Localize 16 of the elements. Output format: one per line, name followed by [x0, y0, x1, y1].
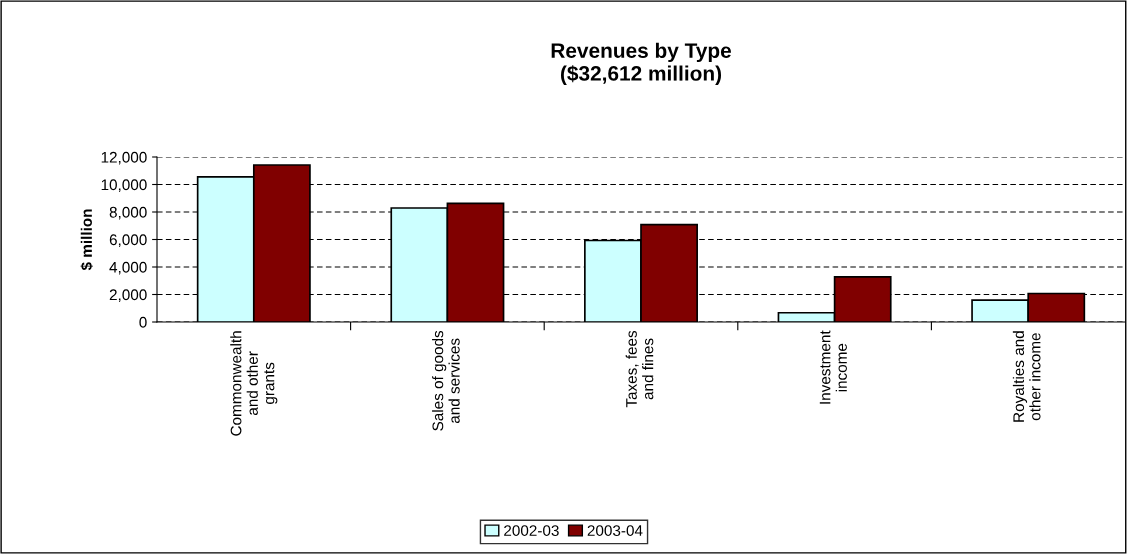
x-tick-label: Taxes, fees and fines [625, 330, 654, 408]
y-tick-label: 10,000 [101, 179, 147, 192]
chart-title: Revenues by Type ($32,612 million) [551, 42, 731, 85]
y-tick-label: 4,000 [109, 261, 147, 275]
x-tick-label: Sales of goods and services [432, 330, 460, 431]
y-axis-title: $ million [80, 209, 93, 271]
x-tick-label: Investment income [819, 330, 847, 404]
x-tick-label: Royalties and other income [1012, 331, 1041, 422]
legend-label: 2003-04 [587, 525, 643, 536]
y-tick-label: 8,000 [109, 206, 147, 220]
y-tick-label: 6,000 [109, 234, 147, 247]
y-tick-label: 0 [139, 316, 147, 328]
y-tick-label: 12,000 [101, 151, 147, 165]
legend-label: 2002-03 [504, 525, 559, 536]
y-tick-label: 2,000 [109, 289, 147, 302]
x-tick-label: Commonwealth and other grants [230, 331, 278, 436]
